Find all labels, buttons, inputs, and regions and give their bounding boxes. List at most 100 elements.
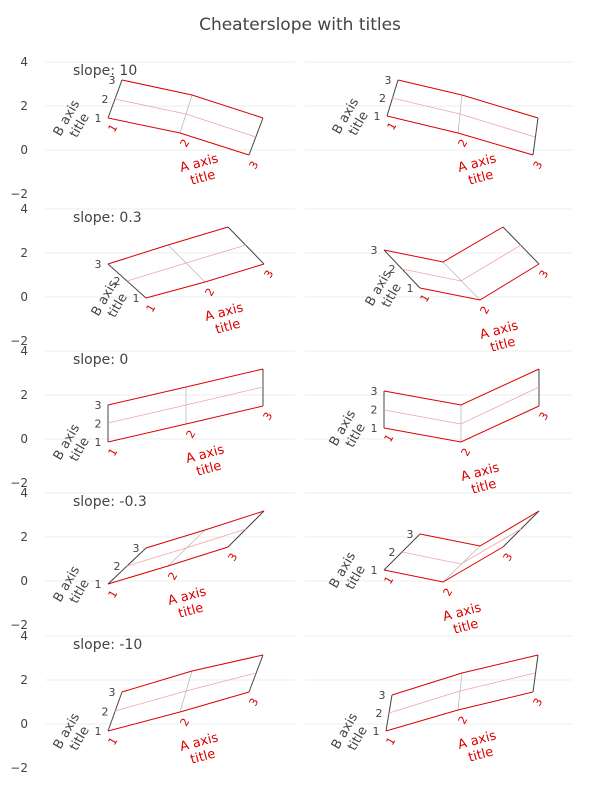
y-tick-label-r4-2: 0 (20, 717, 28, 731)
a-tick-label-p0-0: 1 (106, 122, 121, 135)
a-axis-title-p6: A axistitle (166, 584, 212, 623)
a-tick-label-p3-0: 1 (418, 292, 433, 305)
b-grid-line-p2-2 (227, 226, 265, 265)
y-tick-label-r3-3: −2 (10, 618, 28, 632)
y-tick-label-r2-2: 0 (20, 432, 28, 446)
a-tick-label-p8-2: 3 (247, 696, 262, 709)
a-grid-line-p2-2 (145, 263, 265, 299)
a-grid-line-p7-1 (401, 528, 522, 565)
b-tick-label-p8-0: 1 (95, 725, 102, 738)
b-axis-title-p8: B axistitle (51, 710, 97, 759)
chart-title: Cheaterslope with titles (199, 15, 401, 35)
a-tick-label-p2-0: 1 (144, 302, 159, 315)
a-grid-line-p1-0 (397, 79, 539, 119)
a-axis-title-line-p6-1: title (177, 601, 205, 622)
a-tick-label-p7-0: 1 (382, 574, 397, 587)
a-grid-line-p0-2 (107, 117, 250, 156)
panel-label-p8: slope: -10 (73, 637, 142, 653)
a-axis-title-p5: A axistitle (459, 460, 505, 499)
a-grid-line-p4-1 (107, 386, 264, 424)
a-tick-label-p5-0: 1 (382, 432, 397, 445)
a-tick-label-p1-0: 1 (385, 120, 400, 133)
y-tick-label-r3-0: 4 (20, 486, 28, 500)
a-axis-title-p9: A axistitle (456, 728, 502, 767)
a-axis-title-line-p7-1: title (452, 617, 480, 638)
y-tick-label-r1-1: 2 (20, 246, 28, 260)
a-grid-line-p8-1 (114, 672, 257, 712)
y-tick-label-r2-1: 2 (20, 388, 28, 402)
b-tick-label-p7-0: 1 (371, 564, 378, 577)
panel-label-p4: slope: 0 (73, 352, 128, 368)
a-grid-line-p5-1 (383, 386, 540, 425)
a-grid-line-p4-0 (107, 368, 264, 406)
b-axis-title-p5: B axistitle (327, 407, 373, 456)
a-grid-line-p8-0 (121, 654, 264, 693)
b-axis-title-p2: B axistitle (89, 277, 135, 326)
b-tick-label-p5-0: 1 (371, 422, 378, 435)
b-tick-label-p3-2: 3 (371, 244, 378, 257)
b-tick-label-p8-1: 2 (102, 706, 109, 719)
b-grid-line-p9-1 (457, 672, 463, 711)
b-tick-label-p1-0: 1 (374, 110, 381, 123)
b-tick-label-p9-0: 1 (373, 725, 380, 738)
b-axis-title-p0: B axistitle (51, 97, 97, 146)
b-tick-label-p4-0: 1 (95, 436, 102, 449)
a-grid-line-p8-2 (107, 691, 250, 732)
a-tick-label-p7-1: 2 (441, 586, 456, 599)
panel-label-p2: slope: 0.3 (73, 210, 142, 226)
y-tick-label-r4-1: 2 (20, 673, 28, 687)
a-tick-label-p5-2: 3 (537, 410, 552, 423)
b-grid-line-p8-0 (107, 691, 123, 732)
a-axis-title-p2: A axistitle (203, 300, 249, 339)
b-grid-line-p9-2 (532, 654, 539, 693)
b-tick-label-p0-0: 1 (95, 112, 102, 125)
a-grid-line-p9-1 (388, 672, 536, 714)
a-grid-line-p3-0 (383, 226, 504, 263)
a-tick-label-p1-2: 3 (531, 159, 546, 172)
b-tick-label-p3-0: 1 (407, 282, 414, 295)
a-grid-line-p5-2 (383, 405, 540, 443)
b-axis-title-p9: B axistitle (329, 710, 375, 759)
b-tick-label-p4-2: 3 (95, 399, 102, 412)
y-tick-label-r3-1: 2 (20, 530, 28, 544)
a-tick-label-p9-0: 1 (384, 735, 399, 748)
a-axis-title-line-p1-1: title (467, 168, 495, 189)
y-tick-label-r2-0: 4 (20, 344, 28, 358)
b-axis-title-p6: B axistitle (51, 563, 97, 612)
b-tick-label-p8-2: 3 (109, 686, 116, 699)
a-axis-title-line-p3-1: title (489, 335, 517, 356)
a-axis-title-line-p8-1: title (189, 747, 217, 768)
a-axis-title-line-p5-1: title (470, 477, 498, 498)
b-tick-label-p1-2: 3 (385, 74, 392, 87)
a-grid-line-p2-1 (126, 244, 247, 282)
y-tick-label-r1-2: 0 (20, 290, 28, 304)
a-grid-line-p9-2 (385, 691, 534, 732)
a-axis-title-p1: A axistitle (456, 151, 502, 190)
a-axis-title-p0: A axistitle (178, 151, 224, 190)
gridlines (45, 61, 572, 725)
y-tick-label-r0-1: 2 (20, 99, 28, 113)
b-tick-label-p7-1: 2 (389, 546, 396, 559)
a-axis-title-line-p9-1: title (467, 745, 495, 766)
a-tick-label-p3-1: 2 (478, 304, 493, 317)
b-axis-title-p3: B axistitle (363, 267, 409, 316)
a-axis-title-p3: A axistitle (478, 318, 524, 357)
b-tick-label-p6-1: 2 (114, 560, 121, 573)
b-tick-label-p9-1: 2 (376, 707, 383, 720)
y-tick-label-r4-3: −2 (10, 761, 28, 775)
y-tick-label-r1-0: 4 (20, 202, 28, 216)
b-tick-label-p9-2: 3 (379, 689, 386, 702)
b-tick-label-p7-2: 3 (407, 528, 414, 541)
a-tick-label-p4-2: 3 (261, 410, 276, 423)
a-axis-title-line-p4-1: title (195, 459, 223, 480)
b-grid-line-p8-1 (179, 670, 193, 713)
a-grid-line-p4-2 (107, 405, 264, 443)
b-tick-label-p6-2: 3 (133, 542, 140, 555)
b-grid-line-p0-2 (248, 117, 264, 156)
a-tick-label-p4-0: 1 (106, 446, 121, 459)
a-grid-line-p2-0 (107, 226, 229, 265)
b-tick-label-p6-0: 1 (95, 578, 102, 591)
a-axis-title-p7: A axistitle (441, 600, 487, 639)
a-grid-line-p7-2 (383, 546, 504, 583)
